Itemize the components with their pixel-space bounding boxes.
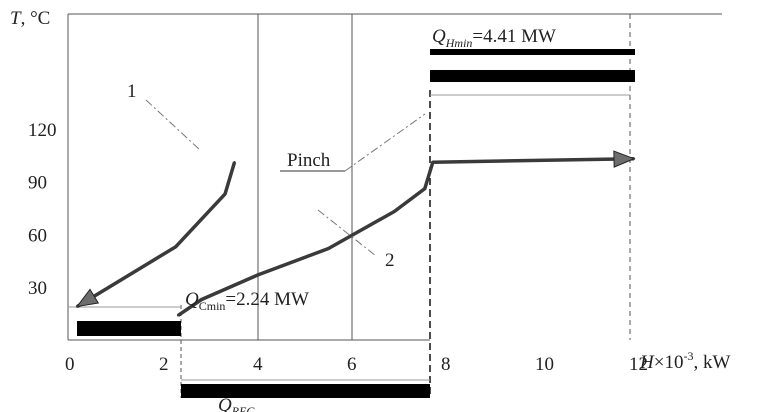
bars [77,49,635,398]
qh-bar [430,70,635,82]
y-tick-label-120: 120 [28,120,57,141]
x-tick-labels: 0 2 4 6 8 10 12 [65,354,648,375]
series-1-point-1 [223,192,227,196]
qh-bar-top [430,49,635,55]
curve1-label: 1 [127,81,137,102]
series-layer [75,150,636,317]
pinch-leader [344,113,426,172]
series-2-point-5 [423,187,427,190]
series-2-point-3 [327,247,330,250]
x-tick-label-8: 8 [441,354,451,375]
curve1-leader [145,99,201,151]
y-tick-label-30: 30 [28,278,47,299]
series-2-point-6 [431,161,435,164]
qh-label: QHmin=4.41 MW [432,26,556,50]
leader-lines [145,99,426,257]
series-2-point-0 [176,314,180,317]
gridlines [67,13,722,398]
series-2-arrowhead [613,150,636,168]
series-2-point-2 [256,273,260,277]
series-2-point-4 [393,210,396,213]
series-2-line [177,156,635,317]
x-tick-label-6: 6 [347,354,357,375]
qrec-bar [181,384,430,398]
x-axis-title: H×10-3, kW [639,349,730,373]
x-tick-label-4: 4 [253,354,263,375]
x-tick-label-2: 2 [159,354,169,375]
x-tick-label-12: 12 [629,354,648,375]
series-2-point-1 [200,298,203,301]
series-1-point-2 [174,245,177,248]
y-tick-labels: 30 60 90 120 [28,120,57,299]
series-1-arrowhead [75,288,100,308]
x-tick-label-10: 10 [535,354,554,375]
series-2-point-7 [632,157,636,160]
qrec-label: QREC [218,395,255,412]
pinch-label: Pinch [287,150,331,171]
curve2-label: 2 [385,250,395,271]
y-axis-title: T, °C [10,8,50,29]
y-tick-label-60: 60 [28,225,47,246]
y-tick-label-90: 90 [28,173,47,194]
series-1-point-0 [233,161,236,164]
series-1-line [76,161,237,309]
qc-label: QCmin=2.24 MW [185,289,309,313]
qc-bar [77,321,181,336]
series-1-point-3 [75,305,79,308]
x-tick-label-0: 0 [65,354,75,375]
curve2-leader [317,209,377,257]
